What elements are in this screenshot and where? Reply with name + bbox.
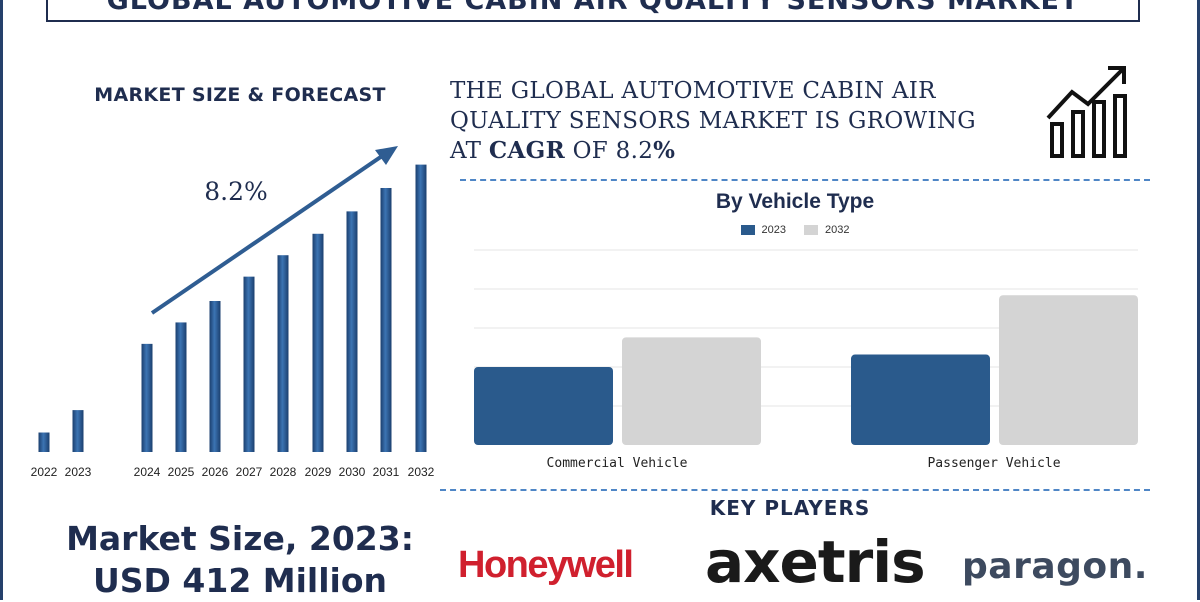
vehicle-bar-0-2032 [622,337,761,445]
legend-swatch-2023 [740,225,755,235]
forecast-bar-2023 [72,410,84,452]
market-size-line-1: Market Size, 2023: [66,519,414,558]
forecast-tick-2029: 2029 [305,465,332,479]
forecast-tick-2023: 2023 [65,465,92,479]
vehicle-bar-1-2032 [999,295,1138,445]
forecast-tick-2025: 2025 [168,465,195,479]
headline-line-2: QUALITY SENSORS MARKET IS GROWING [450,108,976,134]
legend-item-2032: 2032 [804,224,849,236]
growth-trend-arrowhead [375,146,398,165]
headline-line-1: THE GLOBAL AUTOMOTIVE CABIN AIR [450,78,936,104]
vehicle-type-bar-chart: Commercial Vehicle Passenger Vehicle [474,249,1138,471]
axetris-logo: axetris [705,528,926,596]
forecast-bar-2027 [243,276,255,452]
forecast-tick-2028: 2028 [270,465,297,479]
forecast-bar-2029 [312,233,324,452]
forecast-bar-2022 [38,432,50,452]
headline-prefix: AT [450,138,489,164]
forecast-bar-2024 [141,343,153,452]
legend-swatch-2032 [804,225,818,235]
vehicle-bar-0-2023 [474,367,613,445]
forecast-bar-2032 [415,164,427,452]
forecast-tick-2026: 2026 [202,465,229,479]
key-players-heading: KEY PLAYERS [709,496,871,520]
forecast-bar-2026 [209,301,221,452]
title-banner: GLOBAL AUTOMOTIVE CABIN AIR QUALITY SENS… [46,0,1140,22]
growth-chart-icon [1046,66,1127,158]
page-title: GLOBAL AUTOMOTIVE CABIN AIR QUALITY SENS… [106,0,1080,16]
headline-percent: % [653,137,676,164]
forecast-bar-2031 [380,187,392,453]
forecast-bar-2028 [277,255,289,452]
market-size-callout: Market Size, 2023: USD 412 Million [20,518,460,602]
forecast-bar-chart: 2022 2023 2024 2025 2026 2027 2028 2029 2030 2031… [31,146,435,479]
forecast-cagr-annotation: 8.2% [204,177,268,206]
headline-of: OF 8.2 [565,138,654,164]
headline-cagr-word: CAGR [488,137,566,164]
legend-label-2032: 2032 [825,224,850,236]
legend-label-2023: 2023 [761,224,786,236]
legend-item-2023: 2023 [740,224,786,236]
forecast-tick-2030: 2030 [339,465,366,479]
paragon-logo: paragon. [962,546,1148,587]
forecast-tick-2022: 2022 [31,465,58,479]
vehicle-bar-1-2023 [851,354,990,445]
forecast-bar-2025 [175,322,187,452]
forecast-tick-2024: 2024 [134,465,161,479]
forecast-bar-2030 [346,211,358,452]
frame-left-border [0,0,3,600]
forecast-tick-2032: 2032 [408,465,435,479]
market-size-line-2: USD 412 Million [92,561,388,600]
forecast-tick-2027: 2027 [236,465,263,479]
vehicle-type-title: By Vehicle Type [715,190,875,213]
divider-bottom [440,489,1150,491]
forecast-heading: MARKET SIZE & FORECAST [94,84,386,106]
vehicle-type-legend: 2023 2032 [460,224,1130,236]
vehicle-category-label-0: Commercial Vehicle [547,456,688,471]
divider-top [460,179,1150,181]
cagr-headline: THE GLOBAL AUTOMOTIVE CABIN AIR QUALITY … [450,76,1030,166]
honeywell-logo: Honeywell [458,544,634,586]
forecast-tick-2031: 2031 [373,465,400,479]
growth-trend-arrow [150,150,390,315]
vehicle-category-label-1: Passenger Vehicle [927,456,1060,471]
headline-line-3: AT CAGR OF 8.2% [450,136,1030,166]
frame-right-border [1197,0,1200,600]
